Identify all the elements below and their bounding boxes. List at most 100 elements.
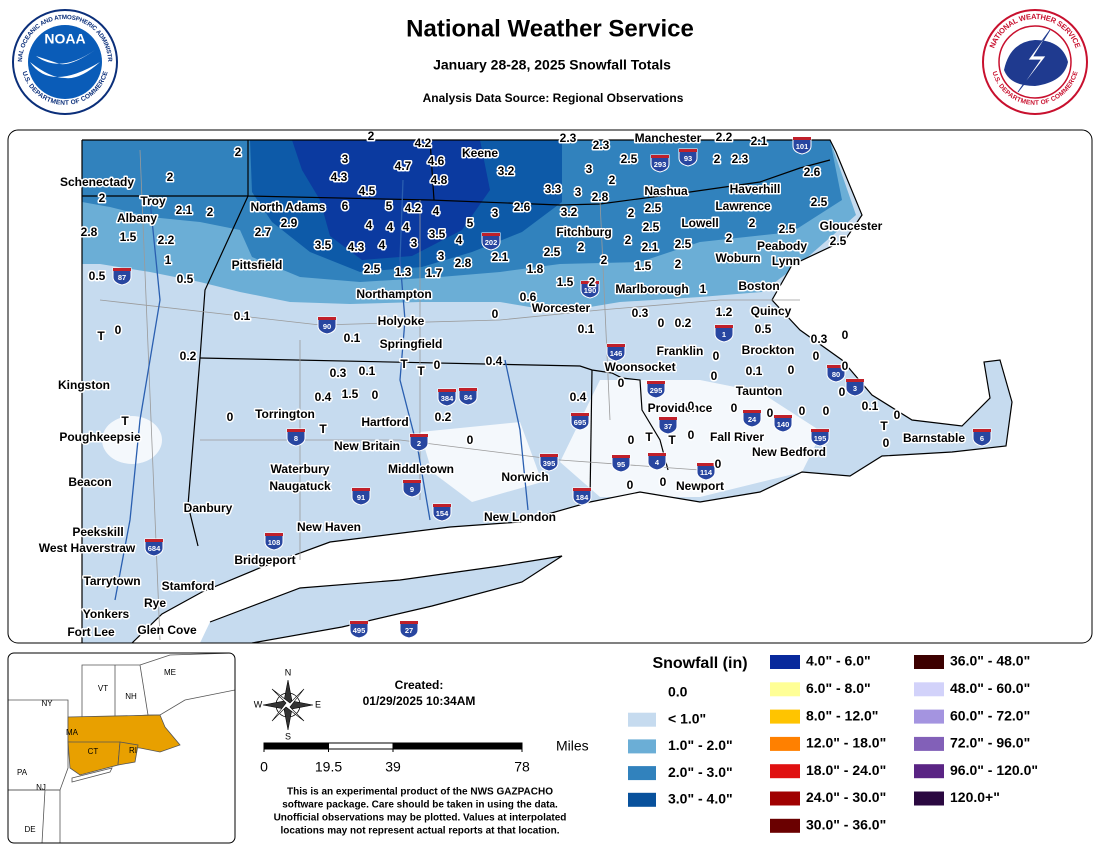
snow-observation: 1 (165, 253, 172, 267)
inset-label: RI (129, 746, 137, 755)
snow-observation: 2 (589, 275, 596, 289)
coastline (82, 139, 1013, 643)
shield-number: 154 (436, 509, 449, 518)
city-label: West Haverstraw (39, 541, 136, 555)
shield-top (651, 155, 669, 158)
snow-observation: 3 (586, 162, 593, 176)
shield-number: 1 (722, 330, 726, 339)
city-label: Holyoke (378, 314, 425, 328)
snow-observation: 0 (628, 433, 635, 447)
shield-top (265, 533, 283, 536)
snow-observation: 2.8 (81, 225, 98, 239)
ct-ri-border (589, 369, 593, 501)
shield (580, 280, 600, 299)
shield-top (403, 480, 421, 483)
snow-observation: 2.5 (643, 220, 660, 234)
shield-top (573, 488, 591, 491)
snow-observation: 0.3 (632, 306, 649, 320)
snow-observation: 2.2 (716, 130, 733, 144)
city-label: Providence (648, 401, 713, 415)
shield-number: 695 (574, 418, 587, 427)
shield-number: 24 (748, 415, 757, 424)
shield (792, 136, 812, 155)
snow-observation: 3.5 (315, 238, 332, 252)
shield-number: 495 (353, 626, 366, 635)
scale-tick-label: 39 (385, 759, 401, 775)
city-label: Keene (462, 146, 498, 160)
city-label: Lowell (681, 216, 718, 230)
shield-number: 195 (814, 434, 827, 443)
city-label: Lawrence (715, 199, 771, 213)
snow-observation: 4.8 (431, 173, 448, 187)
shield-top (793, 137, 811, 140)
legend-swatch (770, 655, 800, 669)
snow-observation: 0 (618, 376, 625, 390)
noaa-wing (36, 50, 95, 65)
snow-observation: 3.2 (498, 164, 515, 178)
legend-label: 8.0" - 12.0" (806, 707, 878, 723)
legend-swatch (770, 736, 800, 751)
snow-observation: 1.7 (426, 266, 443, 280)
shield (647, 452, 667, 471)
city-label: Brockton (742, 343, 795, 357)
shield-number: 295 (650, 386, 663, 395)
inset-label: CT (88, 747, 99, 756)
snow-observation: 5 (386, 199, 393, 213)
legend-label: 36.0" - 48.0" (950, 653, 1030, 669)
shield (845, 378, 865, 397)
snow-observation: 4 (366, 218, 373, 232)
snow-observation: 0 (688, 399, 695, 413)
inset-label: MA (66, 728, 79, 737)
snow-observation: 2.3 (560, 131, 577, 145)
city-label: New Britain (334, 439, 400, 453)
legend-label: 1.0" - 2.0" (668, 737, 733, 753)
snow-observation: 0.3 (330, 366, 347, 380)
snow-observation: T (319, 422, 327, 436)
shield-number: 114 (700, 468, 713, 477)
snow-observation: 0 (713, 349, 720, 363)
shield (481, 232, 501, 251)
snow-observation: 0.1 (862, 399, 879, 413)
shield-number: 202 (485, 238, 498, 247)
inset-map: NY VT NH ME MA CT RI PA NJ DE (7, 652, 236, 844)
legend-label: 60.0" - 72.0" (950, 707, 1030, 723)
snow-observation: 3.3 (545, 182, 562, 196)
snow-observation: 2.5 (675, 237, 692, 251)
snow-observation: T (880, 419, 888, 433)
snow-observation: 1.5 (557, 275, 574, 289)
compass: N E S W (254, 667, 321, 741)
snow-observation: 2 (601, 253, 608, 267)
snow-observation: 2.3 (732, 152, 749, 166)
snow-observation: 2.8 (455, 256, 472, 270)
shield-number: 6 (980, 434, 984, 443)
legend-swatch (628, 792, 656, 807)
city-label: Naugatuck (269, 479, 331, 493)
snow-observation: 5 (467, 216, 474, 230)
shield (144, 538, 164, 557)
city-label: New Haven (297, 520, 361, 534)
shield-number: 87 (118, 273, 126, 282)
snow-observation: 0 (883, 436, 890, 450)
shield-top (459, 388, 477, 391)
legend-swatch (770, 764, 800, 779)
inset-labels: NY VT NH ME MA CT RI PA NJ DE (17, 668, 176, 834)
inset-label: NJ (36, 783, 46, 792)
snow-observation: 0.1 (746, 364, 763, 378)
disclaimer-line: locations may not represent actual repor… (281, 826, 560, 837)
legend-swatch (628, 712, 656, 727)
ct-ma-border (199, 357, 613, 374)
snow-observation: 3 (438, 249, 445, 263)
snow-observation: 4.5 (359, 184, 376, 198)
snow-observation: 2 (625, 233, 632, 247)
shield-number: 4 (655, 458, 660, 467)
shield-top (827, 365, 845, 368)
shield-top (433, 504, 451, 507)
city-label: Franklin (657, 344, 704, 358)
city-label: Lynn (772, 254, 800, 268)
legend-swatch (914, 791, 944, 806)
snow-observation: 2 (167, 170, 174, 184)
observations: 2 4.2 2.3 2.32.2 2.12 3 4.6 2.5 2 2.34.7 3.2 32 4.3 4… (79, 130, 902, 494)
